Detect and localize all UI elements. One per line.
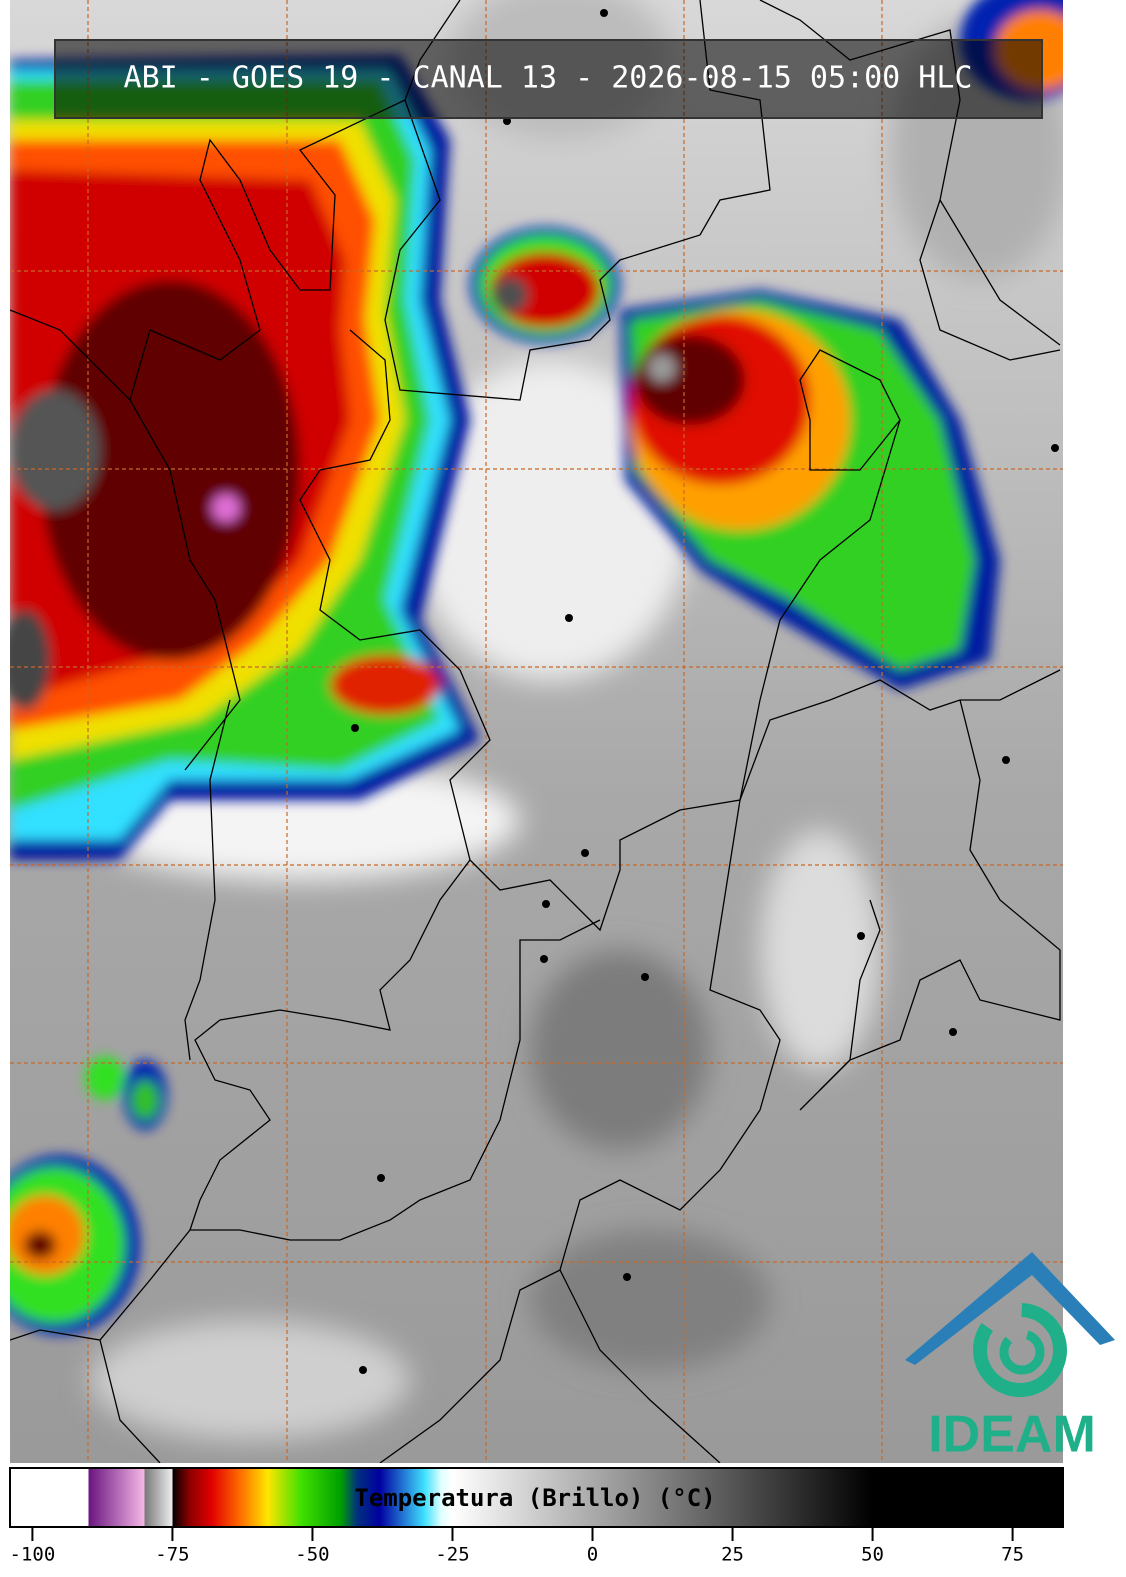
title-banner	[54, 39, 1043, 119]
colorbar: Temperatura (Brillo) (°C) -100 -75 -50 -25 0…	[9, 1467, 1064, 1566]
colorbar-tick-label: 0	[587, 1544, 598, 1566]
map	[10, 0, 1063, 1463]
city-markers	[351, 9, 1059, 1374]
convective-cloud-north	[470, 227, 620, 343]
convective-cloud-east	[620, 290, 1000, 690]
convective-cloud-west	[10, 55, 480, 860]
colorbar-tick-label: -25	[435, 1544, 469, 1566]
colorbar-tick-label: -100	[10, 1544, 56, 1566]
logo-text: IDEAM	[928, 1406, 1096, 1464]
colorbar-tick-label: -75	[155, 1544, 189, 1566]
colorbar-bar	[9, 1467, 1064, 1528]
colorbar-tick-label: -50	[295, 1544, 329, 1566]
colorbar-tick-label: 50	[861, 1544, 884, 1566]
department-borders	[10, 0, 1061, 1463]
graticule	[10, 0, 1063, 1463]
ideam-logo: IDEAM	[905, 1252, 1115, 1464]
colorbar-label: Temperatura (Brillo) (°C)	[354, 1484, 715, 1512]
colorbar-tick-label: 25	[721, 1544, 744, 1566]
convective-cloud-southwest	[10, 1056, 167, 1335]
title: ABI - GOES 19 - CANAL 13 - 2026-08-15 05…	[124, 61, 973, 96]
colorbar-tick-label: 75	[1001, 1544, 1024, 1566]
